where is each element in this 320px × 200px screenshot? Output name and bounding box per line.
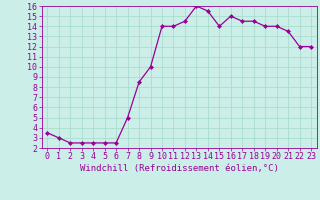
- X-axis label: Windchill (Refroidissement éolien,°C): Windchill (Refroidissement éolien,°C): [80, 164, 279, 173]
